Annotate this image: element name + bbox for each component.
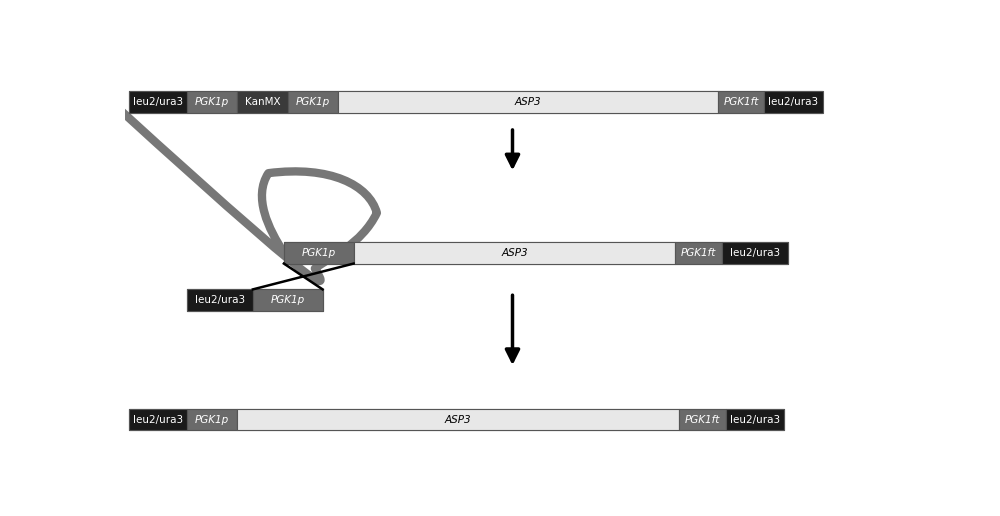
- Text: leu2/ura3: leu2/ura3: [768, 96, 818, 107]
- Bar: [253, 289, 323, 311]
- Bar: [764, 91, 822, 112]
- Text: PGK1p: PGK1p: [296, 96, 330, 107]
- Bar: [679, 409, 726, 430]
- Text: leu2/ura3: leu2/ura3: [730, 248, 780, 257]
- Bar: [338, 91, 718, 112]
- Text: ASP3: ASP3: [501, 248, 528, 257]
- Bar: [722, 241, 788, 264]
- Bar: [129, 409, 784, 430]
- Text: ASP3: ASP3: [445, 414, 472, 425]
- Bar: [354, 241, 675, 264]
- Bar: [288, 91, 338, 112]
- Bar: [187, 289, 323, 311]
- Bar: [284, 241, 788, 264]
- Text: leu2/ura3: leu2/ura3: [133, 414, 183, 425]
- Text: leu2/ura3: leu2/ura3: [195, 295, 245, 305]
- Bar: [675, 241, 722, 264]
- Bar: [129, 91, 822, 112]
- Text: PGK1p: PGK1p: [271, 295, 305, 305]
- Bar: [129, 409, 187, 430]
- Bar: [187, 409, 237, 430]
- Bar: [187, 289, 253, 311]
- Bar: [129, 91, 187, 112]
- Text: PGK1p: PGK1p: [302, 248, 336, 257]
- Bar: [284, 241, 354, 264]
- Bar: [726, 409, 784, 430]
- Text: leu2/ura3: leu2/ura3: [133, 96, 183, 107]
- Text: ASP3: ASP3: [515, 96, 541, 107]
- Text: PGK1ft: PGK1ft: [723, 96, 759, 107]
- Text: PGK1ft: PGK1ft: [685, 414, 720, 425]
- Bar: [718, 91, 764, 112]
- Bar: [237, 91, 288, 112]
- Bar: [237, 409, 679, 430]
- Text: PGK1p: PGK1p: [195, 96, 229, 107]
- Text: PGK1ft: PGK1ft: [681, 248, 716, 257]
- Text: PGK1p: PGK1p: [195, 414, 229, 425]
- Text: KanMX: KanMX: [245, 96, 280, 107]
- Bar: [187, 91, 237, 112]
- Text: leu2/ura3: leu2/ura3: [730, 414, 780, 425]
